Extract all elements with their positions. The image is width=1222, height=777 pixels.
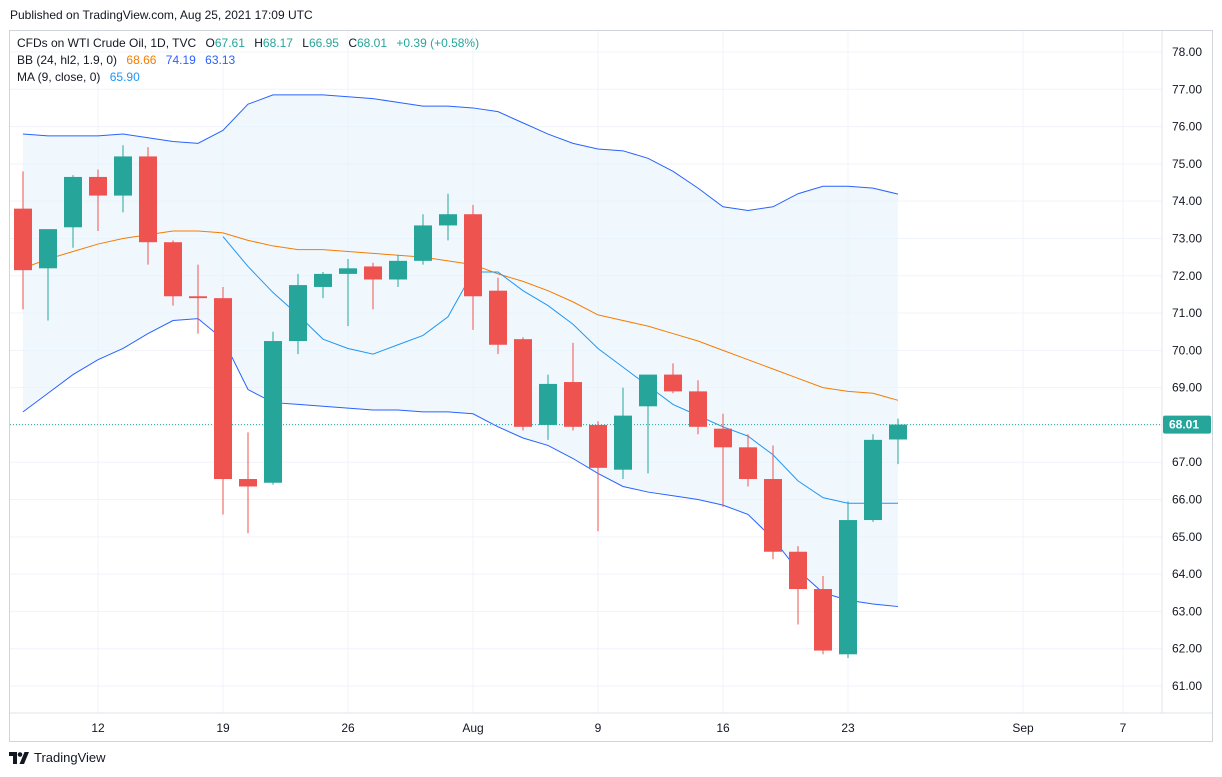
candle-body: [89, 176, 107, 196]
bb-basis-line: [22, 230, 899, 401]
symbol-title: CFDs on WTI Crude Oil, 1D, TVC: [17, 36, 197, 50]
candle-body: [514, 339, 532, 427]
time-tick-label: 12: [91, 721, 105, 735]
tradingview-logo-icon: [9, 751, 29, 764]
candle-body: [714, 428, 732, 448]
published-text: Published on TradingView.com, Aug 25, 20…: [10, 8, 313, 22]
candle-body: [414, 225, 432, 261]
price-tick-label: 74.00: [1172, 194, 1202, 208]
candle-body: [289, 285, 307, 342]
candle-body: [339, 268, 357, 274]
high-label: H: [254, 36, 263, 50]
time-tick-label: 19: [216, 721, 230, 735]
candle-body: [14, 208, 32, 271]
price-tick-label: 64.00: [1172, 567, 1202, 581]
candle-body: [539, 383, 557, 425]
time-tick-label: 7: [1120, 721, 1127, 735]
price-tick-label: 67.00: [1172, 455, 1202, 469]
ma-value: 65.90: [109, 70, 140, 84]
candle-body: [314, 273, 332, 287]
candle-body: [639, 374, 657, 407]
price-tick-label: 73.00: [1172, 231, 1202, 245]
ma-line: [222, 236, 898, 504]
bb-lower-line: [22, 318, 899, 608]
change-value: +0.39 (+0.58%): [396, 36, 480, 50]
price-tick-label: 63.00: [1172, 604, 1202, 618]
candle-body: [814, 589, 832, 651]
candle-body: [564, 382, 582, 427]
high-value: 68.17: [262, 36, 293, 50]
time-tick-label: Aug: [462, 721, 483, 735]
price-tick-label: 71.00: [1172, 306, 1202, 320]
bb-basis-value: 68.66: [126, 53, 157, 67]
price-tick-label: 66.00: [1172, 493, 1202, 507]
open-label: O: [205, 36, 215, 50]
price-tick-label: 62.00: [1172, 642, 1202, 656]
bb-upper-value: 74.19: [165, 53, 196, 67]
candle-body: [439, 214, 457, 226]
tradingview-branding[interactable]: TradingView: [9, 750, 106, 765]
time-tick-label: Sep: [1012, 721, 1034, 735]
legend-bb[interactable]: BB (24, hl2, 1.9, 0) 68.66 74.19 63.13: [17, 52, 479, 69]
brand-text: TradingView: [34, 750, 106, 765]
candle-body: [889, 424, 907, 440]
candle-body: [164, 242, 182, 297]
last-price-badge: [1163, 415, 1211, 434]
candle-body: [389, 260, 407, 280]
candle-body: [689, 391, 707, 427]
candle-body: [189, 296, 207, 299]
time-tick-label: 26: [341, 721, 355, 735]
candle-body: [239, 479, 257, 487]
bb-fill: [23, 94, 898, 607]
candle-body: [664, 374, 682, 392]
price-tick-label: 65.00: [1172, 530, 1202, 544]
last-price-label: 68.01: [1169, 418, 1199, 432]
candle-body: [864, 439, 882, 521]
price-tick-label: 69.00: [1172, 381, 1202, 395]
price-tick-label: 70.00: [1172, 343, 1202, 357]
legend-main[interactable]: CFDs on WTI Crude Oil, 1D, TVC O67.61 H6…: [17, 35, 479, 52]
price-tick-label: 76.00: [1172, 120, 1202, 134]
candle-body: [364, 266, 382, 280]
candle-body: [489, 290, 507, 345]
bb-lower-value: 63.13: [205, 53, 236, 67]
candle-body: [764, 479, 782, 552]
time-tick-label: 23: [841, 721, 855, 735]
bb-title: BB (24, hl2, 1.9, 0): [17, 53, 118, 67]
candle-body: [39, 229, 57, 269]
legend-ma[interactable]: MA (9, close, 0) 65.90: [17, 69, 479, 86]
candle-body: [789, 551, 807, 590]
bb-upper-line: [22, 94, 899, 212]
low-label: L: [302, 36, 309, 50]
price-tick-label: 61.00: [1172, 679, 1202, 693]
candle-body: [264, 341, 282, 483]
candle-body: [464, 214, 482, 297]
price-tick-label: 72.00: [1172, 269, 1202, 283]
candle-body: [139, 156, 157, 243]
chart-legend: CFDs on WTI Crude Oil, 1D, TVC O67.61 H6…: [17, 35, 479, 86]
price-tick-label: 78.00: [1172, 45, 1202, 59]
close-value: 68.01: [357, 36, 388, 50]
candle-body: [839, 520, 857, 655]
ma-title: MA (9, close, 0): [17, 70, 101, 84]
time-tick-label: 9: [595, 721, 602, 735]
low-value: 66.95: [308, 36, 339, 50]
candle-body: [214, 298, 232, 480]
candle-body: [114, 156, 132, 196]
candle-body: [739, 447, 757, 480]
price-tick-label: 75.00: [1172, 157, 1202, 171]
open-value: 67.61: [214, 36, 245, 50]
candle-body: [614, 415, 632, 470]
candle-body: [589, 424, 607, 468]
price-tick-label: 77.00: [1172, 82, 1202, 96]
candle-body: [64, 176, 82, 228]
close-label: C: [348, 36, 357, 50]
time-tick-label: 16: [716, 721, 730, 735]
